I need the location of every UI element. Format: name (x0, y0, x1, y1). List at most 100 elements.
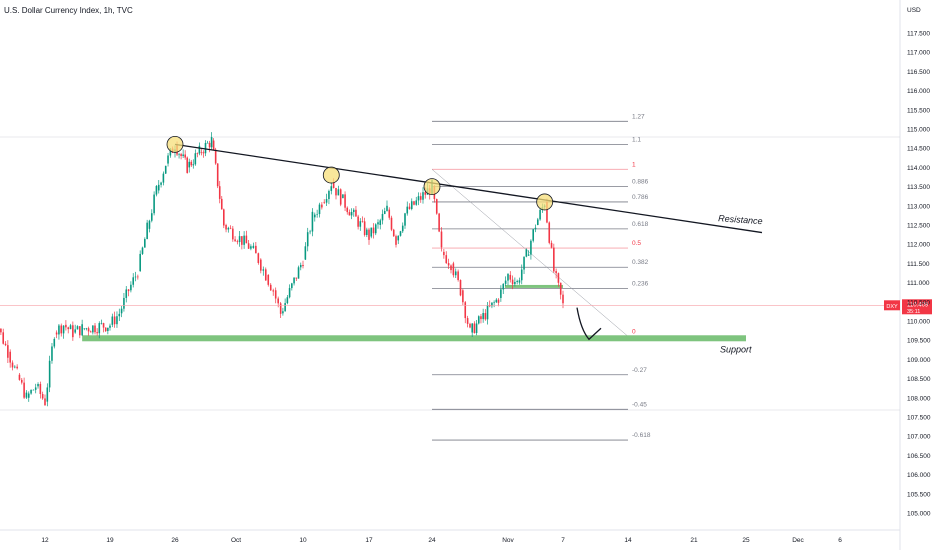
candle-body (514, 281, 516, 285)
candle-body (471, 323, 473, 333)
candle-body (363, 221, 366, 235)
candle-body (288, 288, 291, 298)
candle-body (395, 236, 397, 245)
candle-body (342, 194, 344, 199)
candle-body (464, 302, 467, 319)
candle-body (20, 379, 23, 383)
candle-body (214, 149, 217, 164)
candle-body (102, 323, 105, 328)
x-tick-label: 14 (624, 537, 632, 544)
candle-body (284, 303, 286, 312)
x-tick-label: 10 (299, 537, 307, 544)
candle-body (309, 231, 311, 233)
y-tick-label: 115.500 (907, 107, 930, 114)
candle-body (220, 198, 223, 210)
candle-body (234, 239, 236, 242)
candle-body (178, 154, 180, 155)
candle-body (277, 298, 279, 304)
candle-body (60, 325, 63, 334)
candle-body (419, 196, 422, 200)
candle-body (459, 280, 462, 296)
y-tick-label: 108.000 (907, 395, 931, 402)
candle-body (495, 299, 498, 303)
candle-body (370, 227, 373, 237)
candle-body (539, 209, 541, 220)
candle-body (297, 267, 300, 279)
candle-body (359, 221, 362, 227)
candle-body (475, 323, 478, 334)
y-tick-label: 114.500 (907, 146, 930, 153)
candle-body (27, 393, 30, 398)
fib-level-label: 0.886 (632, 179, 649, 186)
candle-body (196, 153, 199, 154)
candle-body (511, 279, 514, 285)
candle-body (325, 199, 328, 203)
candle-body (469, 323, 471, 328)
candle-body (274, 290, 277, 299)
candle-body (100, 323, 103, 324)
candle-body (125, 289, 128, 298)
candle-body (148, 220, 151, 229)
candle-body (523, 256, 525, 270)
x-tick-label: 6 (838, 537, 842, 544)
candle-body (53, 338, 56, 347)
candle-body (18, 374, 21, 380)
candle-body (83, 328, 86, 330)
candle-body (55, 332, 58, 335)
candle-body (30, 389, 32, 394)
candle-body (4, 343, 7, 346)
candle-body (477, 316, 480, 324)
candle-body (304, 246, 307, 260)
candle-body (94, 325, 96, 333)
candle-body (72, 325, 74, 338)
candle-body (186, 157, 188, 173)
candle-body (245, 235, 248, 244)
candle-body (223, 209, 225, 226)
y-tick-label: 111.000 (907, 280, 930, 287)
candle-body (445, 255, 448, 264)
x-tick-label: Nov (502, 537, 514, 544)
candle-body (16, 366, 18, 369)
candle-body (160, 182, 162, 185)
candle-body (466, 318, 469, 324)
candle-body (462, 290, 464, 303)
y-tick-label: 105.500 (907, 491, 931, 498)
y-tick-label: 115.000 (907, 127, 930, 134)
candle-body (530, 240, 532, 255)
candle-body (500, 289, 502, 298)
candle-body (87, 328, 90, 332)
candle-body (509, 274, 512, 280)
candle-body (182, 154, 184, 156)
candle-body (164, 165, 167, 174)
x-tick-label: 25 (742, 537, 750, 544)
candle-body (352, 209, 355, 213)
candle-body (282, 311, 284, 314)
candle-body (438, 213, 440, 232)
candle-body (330, 186, 333, 191)
candle-body (286, 297, 289, 304)
candle-body (157, 184, 160, 191)
candle-body (299, 264, 302, 268)
candle-body (34, 387, 37, 390)
candle-body (146, 222, 148, 240)
projection-arrow (576, 307, 602, 341)
touch-point-marker (536, 193, 554, 211)
resistance-line (174, 143, 763, 234)
candle-body (406, 206, 409, 214)
candle-body (397, 235, 400, 241)
candle-body (457, 271, 459, 281)
x-tick-label: 21 (690, 537, 698, 544)
fib-level-label: -0.27 (632, 367, 647, 374)
candle-body (65, 324, 67, 328)
fib-level-label: 1 (632, 161, 636, 168)
x-tick-label: Dec (792, 537, 804, 544)
candle-body (311, 211, 314, 232)
candle-body (225, 225, 227, 230)
candle-body (204, 143, 207, 154)
candle-body (350, 212, 353, 216)
candle-body (9, 351, 11, 363)
candle-body (44, 398, 46, 406)
candle-body (339, 189, 342, 205)
y-tick-label: 112.500 (907, 223, 930, 230)
